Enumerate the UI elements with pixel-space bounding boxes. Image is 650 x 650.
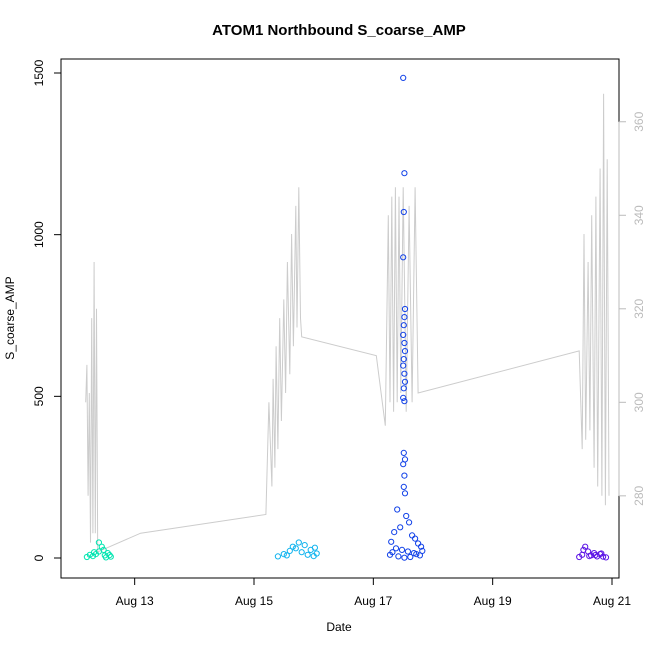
x-tick-label: Aug 21 [593,594,631,608]
scatter-point [400,461,407,468]
scatter-point [400,322,407,329]
scatter-point [286,547,293,555]
scatter-point [419,547,426,555]
scatter-point [392,545,400,552]
scatter-point [389,549,396,556]
scatter-point [311,544,318,551]
y-tick-label: 1000 [32,221,46,248]
line-layer [85,93,610,553]
scatter-point [407,553,414,561]
scatter-point [415,540,422,547]
scatter-point [395,553,402,560]
scatter-point [304,551,311,558]
scatter-point [401,472,408,479]
scatter-point [289,543,296,550]
x-tick-label: Aug 17 [354,594,392,608]
y2-tick-label: 320 [632,298,646,318]
scatter-point [401,490,409,497]
scatter-point [388,538,395,545]
scatter-point [292,545,299,552]
scatter-point [313,550,320,557]
x-axis: Aug 13 Aug 15 Aug 17 Aug 19 Aug 21 [116,577,631,608]
x-tick-label: Aug 15 [235,594,273,608]
y-tick-label: 0 [32,554,46,561]
scatter-point [580,546,587,554]
y-axis-label: S_coarse_AMP [3,276,17,359]
scatter-point [400,394,407,401]
scatter-point [401,378,409,385]
scatter-point [400,74,407,82]
y-tick-label: 1500 [32,59,46,86]
scatter-point [106,552,113,559]
scatter-point [400,356,407,363]
y2-tick-label: 280 [632,486,646,506]
scatter-point [400,208,407,216]
scatter-point [412,535,419,542]
scatter-point [401,170,408,177]
scatter-point [100,546,107,554]
scatter-point [406,519,413,526]
scatter-point [295,539,302,546]
scatter-point [398,546,406,554]
x-tick-label: Aug 19 [474,594,512,608]
y-axis: 0 500 1000 1500 [32,59,62,561]
scatter-point [401,370,408,377]
scatter-point [413,551,420,558]
scatter-point [586,553,593,560]
scatter-point [598,550,605,557]
scatter-point [418,543,425,550]
x-axis-label: Date [326,620,352,634]
plot-frame [60,58,620,579]
scatter-point [403,512,410,520]
scatter-point [400,483,407,490]
scatter-point [602,554,610,561]
scatter-point [401,398,408,405]
y-tick-label: 500 [32,386,46,406]
scatter-point [274,553,281,560]
scatter-point [400,254,407,261]
scatter-point [582,543,589,550]
scatter-point [298,549,305,556]
scatter-point [401,339,408,347]
scatter-point [400,362,407,369]
y2-axis: 280 300 320 340 360 [618,111,646,506]
y2-tick-label: 340 [632,205,646,225]
scatter-point [400,449,407,456]
scatter-point [592,552,599,559]
chart-title: ATOM1 Northbound S_coarse_AMP [212,22,466,39]
scatter-point [409,532,416,539]
y2-tick-label: 360 [632,111,646,131]
scatter-point [401,305,409,313]
scatter-point [280,551,287,558]
scatter-point [283,552,290,559]
y2-tick-label: 300 [632,392,646,412]
scatter-layer [83,74,610,561]
scatter-point [401,348,409,355]
line-series [85,93,610,553]
scatter-point [400,385,407,392]
scatter-point [600,553,607,560]
scatter-point [301,542,308,549]
scatter-point [401,314,408,321]
scatter-point [391,529,398,536]
scatter-point [397,524,404,531]
scatter-point [401,554,408,561]
scatter-point [394,506,401,513]
scatter-point [95,539,103,546]
scatter-point [91,549,98,556]
scatter-point [400,331,407,338]
scatter-point [98,543,105,550]
x-tick-label: Aug 13 [116,594,154,608]
scatter-point [404,548,411,555]
